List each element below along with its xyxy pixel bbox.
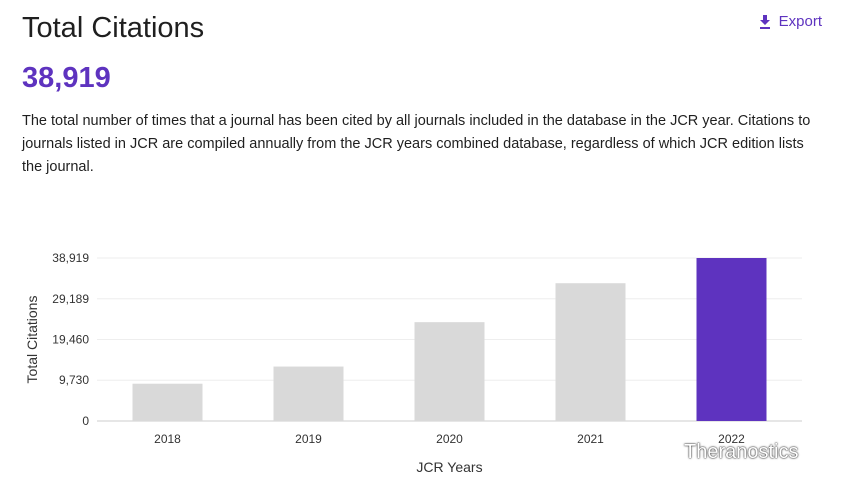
bar-2020 [414, 322, 485, 421]
export-button[interactable]: Export [759, 12, 822, 32]
y-tick-label: 0 [82, 414, 89, 428]
x-tick-label: 2020 [436, 432, 463, 446]
x-tick-label: 2021 [577, 432, 604, 446]
total-citations-value: 38,919 [22, 62, 111, 94]
y-tick-label: 29,189 [52, 292, 89, 306]
x-tick-label: 2019 [295, 432, 322, 446]
bar-2019 [273, 366, 344, 421]
y-axis-label: Total Citations [24, 296, 40, 384]
x-tick-label: 2018 [154, 432, 181, 446]
metric-description: The total number of times that a journal… [22, 113, 811, 175]
y-tick-label: 38,919 [52, 251, 89, 265]
y-tick-label: 19,460 [52, 332, 89, 346]
bar-2018 [132, 383, 203, 421]
x-tick-label: 2022 [718, 432, 745, 446]
x-axis-label: JCR Years [416, 459, 482, 475]
bar-2022 [696, 258, 767, 421]
y-tick-label: 9,730 [59, 373, 89, 387]
export-label: Export [778, 13, 822, 30]
download-icon [759, 15, 771, 29]
bar-2021 [555, 283, 626, 421]
page-title: Total Citations [22, 12, 205, 44]
